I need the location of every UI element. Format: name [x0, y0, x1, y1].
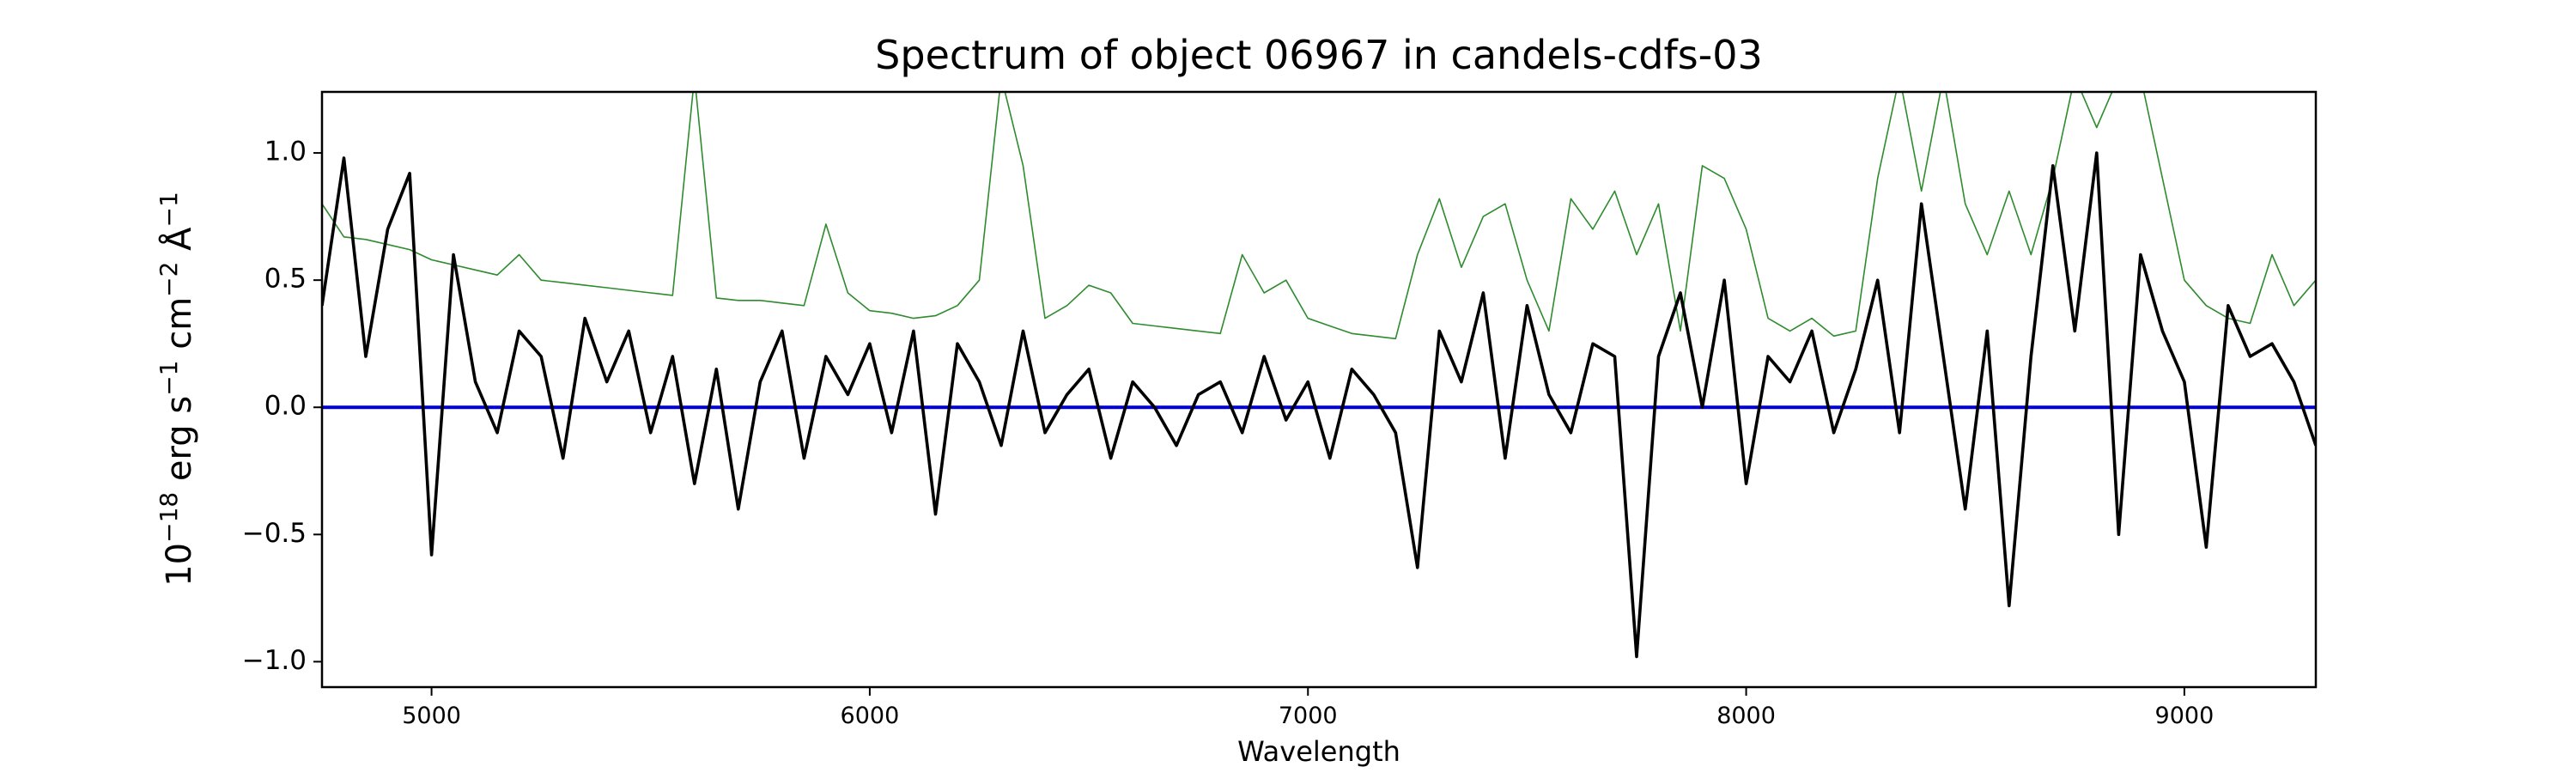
y-axis-label-part: 10 [160, 543, 199, 587]
y-axis-label-part: erg s [160, 396, 199, 492]
plot-lines [322, 92, 2316, 659]
x-tick-label: 9000 [2155, 703, 2215, 729]
chart-title: Spectrum of object 06967 in candels-cdfs… [875, 32, 1763, 78]
y-axis-label: 10−18 erg s−1 cm−2 Å−1 [155, 192, 200, 587]
y-axis-label-sup: −2 [155, 262, 183, 297]
x-tick-label: 8000 [1716, 703, 1776, 729]
y-tick-label: 0.5 [264, 264, 307, 295]
spectrum-line [322, 151, 2316, 659]
plot-frame [320, 90, 2318, 689]
y-tick-label: 1.0 [264, 137, 307, 167]
y-tick-label: −1.0 [242, 645, 307, 676]
y-axis-label-sup: −1 [155, 361, 183, 396]
y-axis-label-part: cm [160, 297, 199, 361]
y-axis-label-sup: −18 [155, 492, 183, 543]
spectrum-line [322, 92, 2316, 340]
y-axis-label-part: Å [158, 227, 199, 262]
x-tick-label: 7000 [1279, 703, 1338, 729]
y-axis-label-sup: −1 [155, 192, 183, 227]
y-tick-label: −0.5 [242, 518, 307, 549]
x-tick-label: 6000 [841, 703, 900, 729]
x-axis-label: Wavelength [1237, 735, 1400, 768]
y-tick-label: 0.0 [264, 391, 307, 422]
x-tick-label: 5000 [402, 703, 461, 729]
